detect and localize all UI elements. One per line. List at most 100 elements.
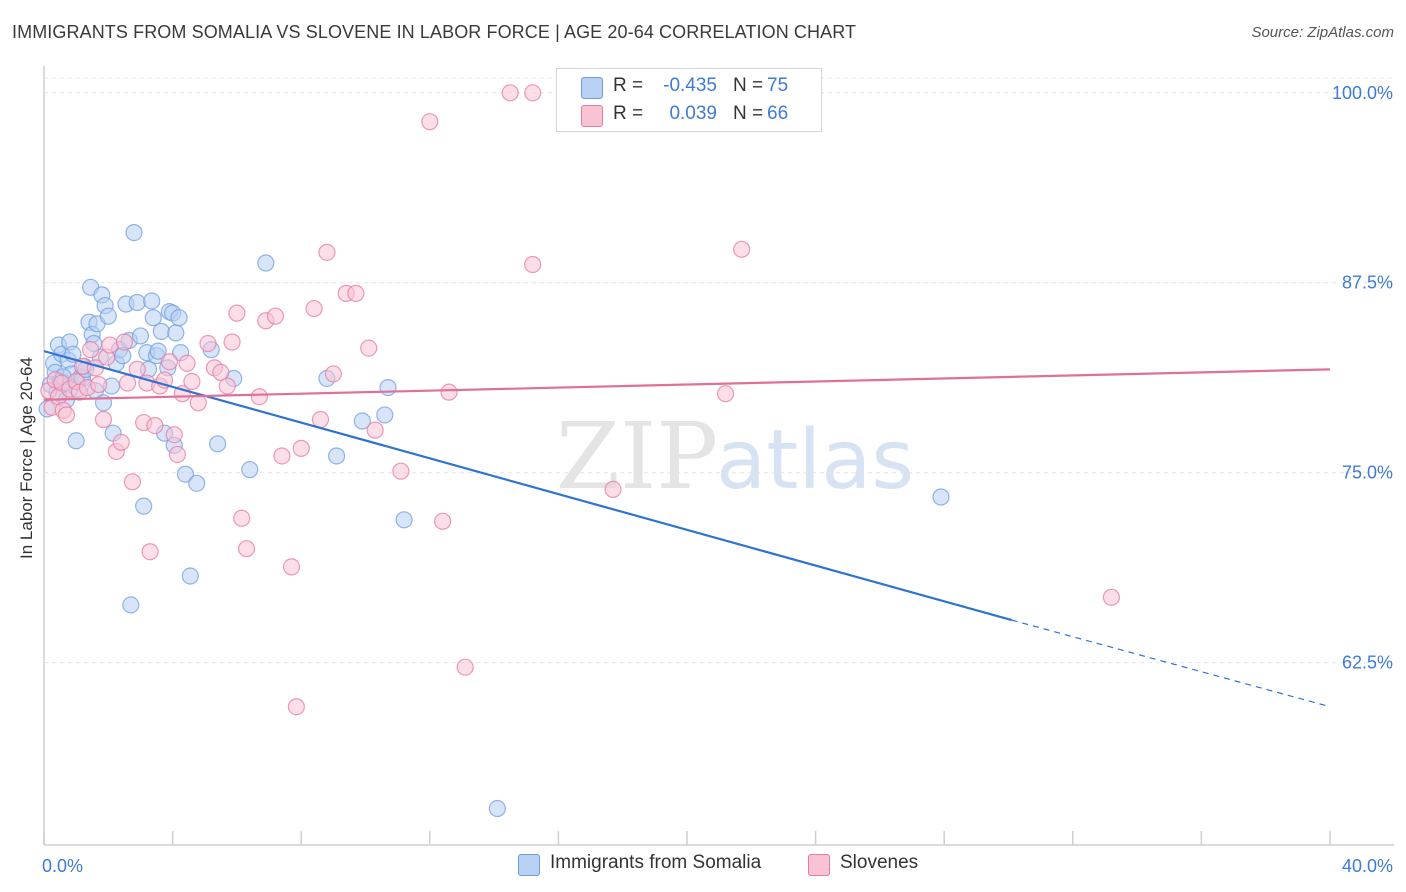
slovenes-point [94, 410, 113, 429]
slovenes-point [90, 375, 108, 394]
slovenes-point [160, 353, 178, 371]
slovenes-point [1102, 588, 1120, 606]
slovenes-point [366, 421, 384, 439]
somalia-point [122, 596, 140, 614]
somalia-point [170, 309, 188, 327]
slovenes-point [524, 84, 542, 102]
y-axis-label: In Labor Force | Age 20-64 [17, 357, 36, 559]
x-tick-label: 0.0% [42, 856, 83, 876]
stats-legend: R = -0.435 N = 75 R = 0.039 N = 66 [556, 68, 822, 132]
slovenes-point [524, 255, 542, 274]
slovenes-point [360, 339, 378, 357]
slovenes-point [421, 113, 439, 131]
slovenes-point [733, 240, 751, 258]
bottom-legend-swatch-slovenes [808, 854, 830, 876]
legend-r-value: -0.435 [663, 75, 717, 96]
somalia-point [135, 497, 153, 515]
slovenes-point [228, 304, 246, 322]
slovenes-point [82, 341, 100, 359]
slovenes-point [168, 445, 187, 464]
somalia-point [176, 465, 195, 483]
slovenes-point [250, 388, 269, 406]
slovenes-point [282, 558, 301, 576]
slovenes-point [101, 336, 119, 354]
slovenes-point [123, 473, 142, 491]
bottom-legend-label: Immigrants from Somalia [550, 852, 762, 873]
slovenes-point [311, 410, 330, 429]
watermark-zip: ZIP [556, 403, 718, 510]
slovenes-point [223, 333, 241, 351]
somalia-point [488, 799, 506, 818]
slovenes-point [287, 698, 305, 716]
legend-r-label: R = [613, 75, 644, 96]
somalia-point [181, 567, 199, 585]
somalia-point [125, 223, 143, 242]
somalia-point [67, 432, 85, 450]
y-tick-label: 62.5% [1342, 653, 1393, 673]
slovenes-point [237, 540, 256, 558]
slovenes-point [118, 374, 137, 392]
slovenes-point [318, 243, 336, 261]
slovenes-point [146, 416, 164, 435]
slovenes-point [501, 84, 519, 102]
somalia-point [327, 447, 346, 465]
somalia-point [188, 474, 206, 492]
slovenes-point [456, 658, 474, 676]
somalia-point [167, 324, 185, 342]
legend-n-value: 75 [767, 75, 789, 96]
somalia-point [144, 309, 162, 327]
legend-r-value: 0.039 [669, 103, 717, 124]
slovenes-point [434, 512, 452, 530]
slovenes-point [324, 365, 342, 383]
somalia-point [353, 412, 371, 430]
somalia-point [128, 293, 146, 312]
somalia-point [379, 378, 397, 397]
slovenes-point [392, 462, 410, 480]
somalia-point [149, 342, 167, 360]
slovenes-trend-line [43, 368, 1331, 401]
somalia-point [99, 307, 117, 325]
somalia-point [143, 292, 161, 310]
x-tick-label: 40.0% [1342, 856, 1393, 876]
slovenes-point [440, 383, 458, 401]
somalia-point [241, 461, 259, 479]
somalia-point [932, 488, 950, 506]
legend-row-somalia: R = -0.435 N = 75 [557, 73, 821, 101]
slovenes-point [218, 377, 236, 395]
legend-n-value: 66 [767, 103, 789, 124]
slovenes-point [347, 284, 365, 302]
legend-swatch-slovenes [581, 105, 603, 127]
slovenes-point [292, 439, 310, 457]
y-tick-label: 100.0% [1332, 83, 1393, 103]
somalia-point [376, 406, 394, 424]
slovenes-point [178, 354, 196, 372]
slovenes-point [165, 426, 183, 444]
y-tick-label: 75.0% [1342, 463, 1393, 483]
somalia-trend-extension [1011, 619, 1331, 708]
slovenes-point [57, 406, 76, 424]
slovenes-point [199, 334, 217, 353]
slovenes-point [716, 385, 735, 403]
slovenes-point [233, 509, 251, 527]
slovenes-point [115, 333, 133, 351]
legend-n-label: N = [733, 75, 764, 96]
legend-n-label: N = [733, 103, 764, 124]
slovenes-point [273, 447, 291, 465]
legend-swatch-somalia [581, 77, 603, 99]
slovenes-point [141, 543, 159, 561]
somalia-point [131, 327, 150, 345]
legend-r-label: R = [613, 103, 644, 124]
somalia-point [257, 254, 275, 272]
slovenes-point [183, 372, 201, 391]
bottom-legend-label: Slovenes [840, 852, 919, 873]
y-tick-label: 87.5% [1342, 273, 1393, 293]
source-credit: Source: ZipAtlas.com [1251, 24, 1394, 41]
chart-title: IMMIGRANTS FROM SOMALIA VS SLOVENE IN LA… [12, 22, 857, 42]
bottom-legend-swatch-somalia [518, 854, 540, 876]
somalia-point [395, 511, 413, 529]
slovenes-point [112, 433, 130, 451]
somalia-point [209, 435, 227, 453]
slovenes-point [604, 480, 622, 499]
somalia-point [152, 322, 170, 340]
